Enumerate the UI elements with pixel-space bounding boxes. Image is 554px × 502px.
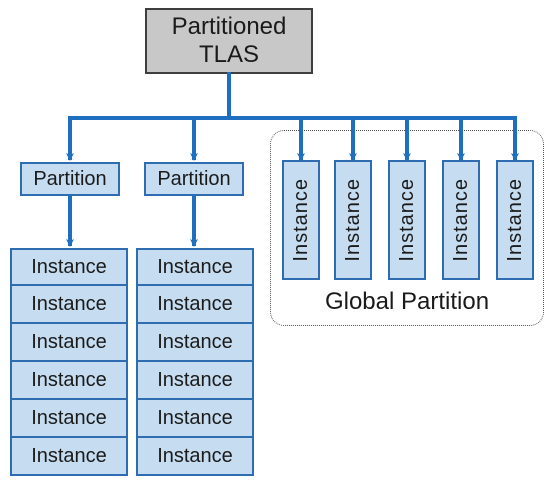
instance-cell: Instance <box>136 286 254 324</box>
instance-cell: Instance <box>136 438 254 476</box>
root-node: Partitioned TLAS <box>145 8 313 74</box>
instance-cell: Instance <box>136 248 254 286</box>
instance-cell: Instance <box>136 324 254 362</box>
instance-cell: Instance <box>136 400 254 438</box>
global-instance: Instance <box>496 160 534 280</box>
instance-cell: Instance <box>10 286 128 324</box>
global-instance: Instance <box>282 160 320 280</box>
global-instance: Instance <box>442 160 480 280</box>
instance-cell: Instance <box>136 362 254 400</box>
partition-1: Partition <box>144 162 244 196</box>
instance-cell: Instance <box>10 438 128 476</box>
partition-0: Partition <box>20 162 120 196</box>
instance-cell: Instance <box>10 400 128 438</box>
global-partition-label: Global Partition <box>270 288 544 316</box>
root-line2: TLAS <box>199 41 259 68</box>
global-instance: Instance <box>388 160 426 280</box>
instance-cell: Instance <box>10 324 128 362</box>
instance-cell: Instance <box>10 248 128 286</box>
global-instance: Instance <box>334 160 372 280</box>
partition-1-label: Partition <box>157 168 230 191</box>
instance-cell: Instance <box>10 362 128 400</box>
root-line1: Partitioned <box>172 13 287 40</box>
partition-0-label: Partition <box>33 168 106 191</box>
